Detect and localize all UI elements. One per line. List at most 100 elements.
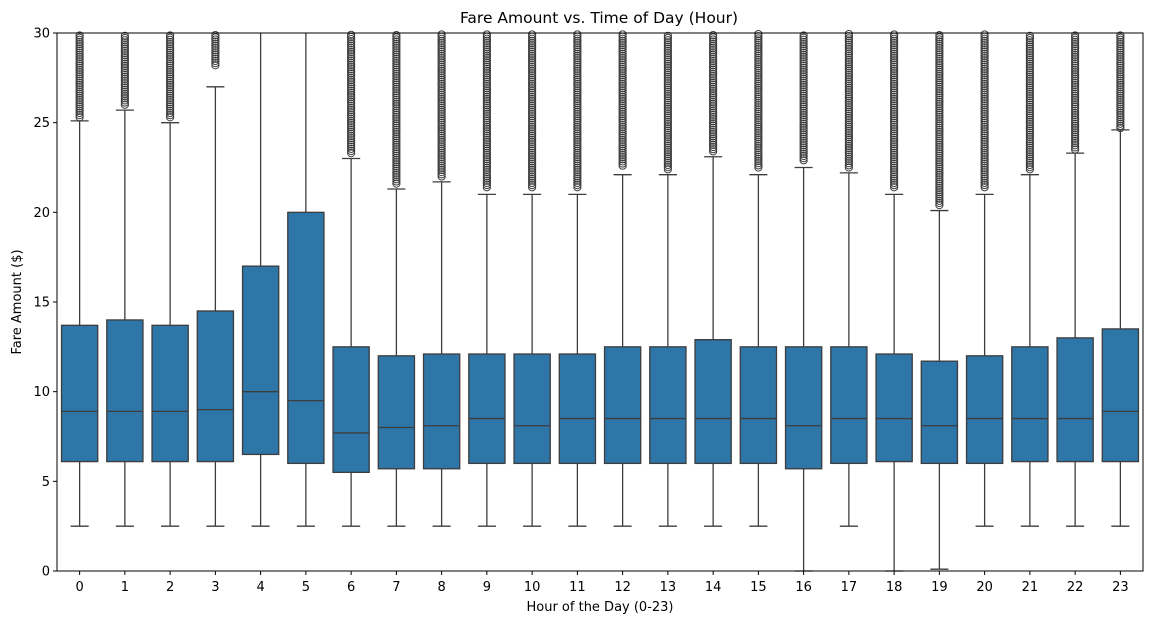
outlier-point (1116, 50, 1125, 59)
outlier-point (75, 83, 84, 92)
outlier-point (754, 64, 763, 73)
outlier-point (1116, 31, 1125, 40)
outlier-point (482, 45, 491, 54)
x-tick-label: 10 (524, 580, 541, 595)
outlier-point (392, 125, 401, 134)
outlier-point (482, 142, 491, 151)
outlier-point (347, 39, 356, 48)
outlier-point (1116, 87, 1125, 96)
outlier-point (890, 105, 899, 114)
outlier-point (392, 56, 401, 66)
outlier-point (482, 180, 491, 190)
iqr-box (694, 339, 732, 465)
outlier-point (663, 40, 672, 49)
outlier-point (935, 196, 944, 205)
outlier-point (890, 73, 899, 82)
outlier-point (392, 117, 401, 126)
outlier-point (437, 60, 446, 69)
box-group-hour-14 (694, 31, 732, 527)
outlier-point (573, 163, 582, 172)
outlier-point (618, 90, 627, 99)
outlier-point (437, 105, 446, 114)
outlier-point (211, 43, 220, 53)
outlier-point (573, 86, 582, 95)
outlier-point (166, 89, 175, 98)
outlier-point (211, 37, 220, 46)
outlier-point (663, 130, 672, 139)
outlier-point (980, 131, 989, 140)
outlier-point (1071, 119, 1080, 128)
outlier-point (709, 87, 718, 96)
outlier-point (528, 92, 537, 101)
outlier-point (392, 149, 401, 158)
y-tick-label: 30 (33, 27, 50, 42)
outlier-point (437, 137, 446, 147)
outlier-point (799, 57, 808, 66)
outlier-point (618, 125, 627, 134)
outlier-point (935, 117, 944, 126)
x-tick-label: 20 (976, 580, 993, 595)
outlier-point (528, 133, 537, 142)
outlier-point (1071, 134, 1080, 143)
outlier-point (844, 139, 853, 148)
outlier-point (482, 161, 491, 170)
outlier-point (844, 42, 853, 52)
outlier-point (799, 98, 808, 107)
outlier-point (347, 138, 356, 147)
outlier-point (935, 190, 944, 199)
outlier-point (166, 104, 175, 113)
outlier-point (528, 180, 537, 190)
outlier-point (844, 96, 853, 105)
outlier-point (844, 109, 853, 118)
outlier-point (347, 60, 356, 70)
outlier-point (1116, 61, 1125, 70)
outlier-point (890, 97, 899, 106)
outlier-point (799, 113, 808, 122)
outlier-point (392, 136, 401, 145)
outlier-point (573, 105, 582, 114)
outlier-point (890, 131, 899, 140)
outlier-point (618, 56, 627, 65)
outlier-point (799, 89, 808, 98)
outlier-point (392, 54, 401, 63)
outlier-point (1116, 93, 1125, 103)
outlier-point (980, 34, 989, 43)
outlier-point (709, 74, 718, 83)
outlier-point (1116, 33, 1125, 42)
outlier-point (754, 124, 763, 133)
box-group-hour-13 (649, 31, 687, 527)
outlier-point (1071, 59, 1080, 68)
outlier-point (1025, 150, 1034, 159)
outlier-point (890, 92, 899, 101)
outlier-point (980, 135, 989, 144)
outlier-point (663, 135, 672, 144)
outlier-point (709, 41, 718, 51)
outlier-point (482, 30, 491, 39)
outlier-point (482, 75, 491, 84)
outlier-point (844, 148, 853, 157)
outlier-point (573, 49, 582, 58)
outlier-point (1071, 76, 1080, 85)
y-tick-label: 25 (33, 116, 50, 131)
outlier-point (437, 64, 446, 73)
outlier-point (618, 92, 627, 101)
outlier-point (347, 45, 356, 54)
outlier-point (663, 51, 672, 60)
box-group-hour-9 (468, 30, 506, 527)
outlier-point (709, 37, 718, 46)
outlier-point (980, 75, 989, 84)
outlier-point (482, 148, 491, 157)
box-group-hour-18 (875, 30, 913, 572)
outlier-point (528, 43, 537, 52)
outlier-point (618, 54, 627, 63)
outlier-point (799, 154, 808, 163)
box-group-hour-10 (513, 30, 551, 527)
outlier-point (663, 132, 672, 142)
outlier-point (573, 157, 582, 166)
outlier-point (1025, 94, 1034, 103)
outlier-point (482, 152, 491, 162)
outlier-point (482, 94, 491, 104)
outlier-point (799, 95, 808, 105)
chart-title: Fare Amount vs. Time of Day (Hour) (460, 9, 738, 27)
outlier-point (1071, 70, 1080, 79)
